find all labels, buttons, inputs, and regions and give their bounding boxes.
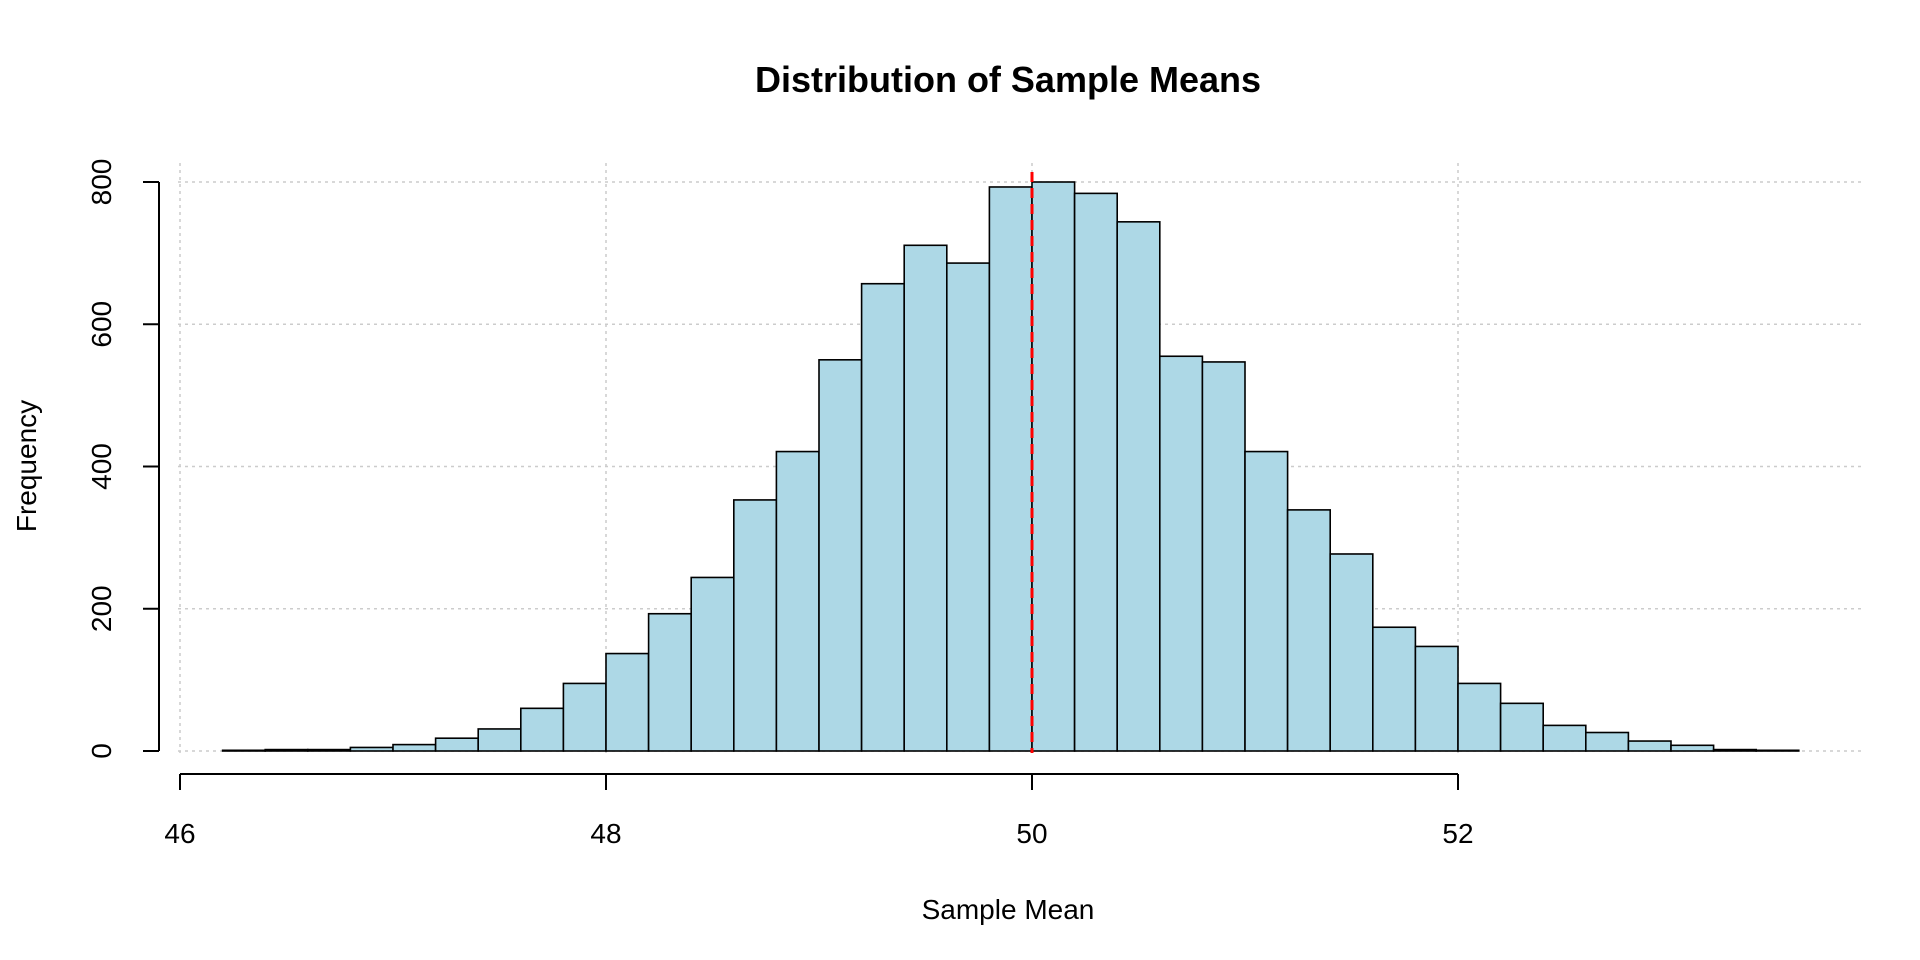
histogram-bar: [1414, 645, 1459, 752]
y-tick-label: 200: [86, 585, 117, 632]
histogram-bar: [349, 746, 394, 752]
y-axis-label: Frequency: [11, 400, 42, 532]
histogram-bar: [1286, 509, 1331, 752]
histogram-bar: [1457, 682, 1502, 752]
histogram-bar: [1244, 450, 1289, 752]
histogram-bar: [1755, 749, 1800, 752]
histogram-bar: [1627, 740, 1672, 752]
x-tick-label: 48: [590, 818, 621, 849]
x-tick-label: 50: [1016, 818, 1047, 849]
histogram-bar: [647, 612, 692, 752]
x-tick-label: 52: [1442, 818, 1473, 849]
histogram-bar: [1329, 553, 1374, 752]
x-tick-label: 46: [164, 818, 195, 849]
y-axis: 0 200 400 600 800: [86, 159, 160, 759]
x-axis-label: Sample Mean: [922, 894, 1095, 925]
histogram-bar: [818, 359, 863, 752]
y-tick-label: 0: [86, 743, 117, 759]
chart-title: Distribution of Sample Means: [755, 59, 1261, 100]
histogram-bar: [264, 748, 309, 752]
histogram-bar: [775, 450, 820, 752]
histogram-bar: [988, 186, 1033, 752]
histogram-bar: [562, 682, 607, 752]
histogram-bar: [1073, 192, 1118, 752]
histogram-bar: [1201, 361, 1246, 752]
y-tick-label: 600: [86, 301, 117, 348]
y-tick-label: 800: [86, 159, 117, 206]
x-axis: 46 48 50 52: [164, 773, 1474, 849]
histogram-bar: [860, 282, 905, 752]
histogram-bar: [1031, 181, 1076, 752]
histogram-bar: [1499, 702, 1544, 752]
histogram-bar: [1585, 731, 1630, 752]
histogram-bar: [434, 737, 480, 752]
y-tick-label: 400: [86, 443, 117, 490]
histogram-bar: [1670, 744, 1715, 752]
histogram-bar: [1372, 626, 1417, 752]
histogram-bar: [690, 576, 735, 752]
histogram-bar: [1542, 724, 1587, 752]
histogram-bar: [945, 262, 991, 752]
histogram-bar: [1159, 355, 1204, 752]
histogram-bar: [306, 748, 352, 752]
histogram-bar: [221, 749, 267, 752]
histogram-bar: [732, 499, 778, 752]
histogram-bar: [903, 244, 948, 752]
histogram-bar: [1116, 221, 1161, 752]
histogram-bar: [477, 728, 522, 752]
histogram-bar: [1712, 748, 1757, 752]
bars: [221, 181, 1800, 752]
histogram-bar: [519, 707, 565, 752]
histogram-bar: [605, 652, 650, 752]
histogram-bar: [392, 743, 437, 752]
